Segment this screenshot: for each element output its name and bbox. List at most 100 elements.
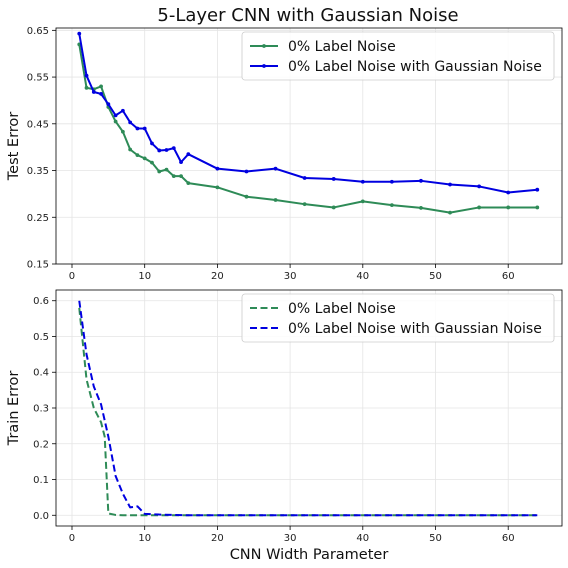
y-axis-label: Train Error — [6, 371, 22, 447]
data-point — [535, 187, 540, 192]
data-point — [91, 90, 96, 94]
data-point — [84, 73, 89, 78]
x-tick-label: 50 — [429, 533, 442, 544]
data-point — [448, 210, 452, 215]
x-tick-label: 40 — [356, 533, 369, 544]
data-point — [150, 141, 154, 146]
data-point — [142, 126, 147, 131]
series-line-gaussian-noise — [78, 33, 538, 194]
chart-title: 5-Layer CNN with Gaussian Noise — [157, 5, 458, 26]
legend-marker — [262, 64, 266, 68]
y-tick-label: 0.45 — [27, 119, 49, 130]
data-point — [99, 91, 103, 96]
plot-frame — [55, 27, 563, 265]
legend-entry: 0% Label Noise with Gaussian Noise — [288, 59, 542, 75]
data-point — [244, 194, 249, 199]
data-point — [302, 176, 307, 180]
data-point — [157, 169, 162, 174]
legend-entry: 0% Label Noise — [288, 301, 396, 317]
train-error-panel: 0 10 20 30 40 50 60 0.0 0.1 0.2 0.3 0.4 0.5 0.6 Train … — [6, 289, 563, 563]
y-tick-label: 0.4 — [33, 368, 49, 379]
data-point — [150, 160, 154, 165]
x-tick-label: 20 — [211, 271, 224, 282]
x-axis-label: CNN Width Parameter — [230, 547, 389, 563]
data-point — [419, 178, 423, 183]
data-point — [135, 126, 140, 131]
data-point — [448, 182, 452, 187]
x-tick-label: 10 — [138, 271, 151, 282]
legend-entry: 0% Label Noise — [288, 39, 396, 55]
data-point — [164, 167, 169, 172]
data-point — [106, 102, 111, 107]
x-tick-label: 0 — [69, 533, 75, 544]
data-point — [331, 177, 336, 181]
data-point — [477, 205, 482, 210]
y-tick-label: 0.25 — [27, 213, 49, 224]
data-point — [120, 108, 125, 113]
x-tick-label: 60 — [502, 271, 515, 282]
x-tick-label: 20 — [211, 533, 224, 544]
data-point — [84, 85, 89, 90]
x-tick-label: 10 — [138, 533, 151, 544]
data-point — [360, 179, 365, 184]
data-point — [179, 174, 183, 179]
data-point — [477, 184, 482, 189]
data-point — [535, 205, 540, 210]
y-axis-label: Test Error — [6, 112, 22, 182]
data-point — [186, 152, 191, 157]
y-tick-label: 0.5 — [33, 332, 49, 343]
x-tick-label: 0 — [69, 271, 75, 282]
data-point — [77, 31, 82, 36]
y-tick-label: 0.0 — [33, 511, 49, 522]
data-point — [171, 174, 176, 179]
x-tick-label: 60 — [502, 533, 515, 544]
series-line-label-noise — [78, 44, 538, 214]
data-point — [215, 185, 220, 190]
y-tick-label: 0.1 — [33, 475, 49, 486]
data-point — [302, 202, 307, 207]
data-point — [171, 146, 176, 151]
data-point — [360, 199, 365, 204]
data-point — [113, 119, 118, 124]
data-point — [331, 205, 336, 210]
y-tick-label: 0.15 — [27, 260, 49, 271]
data-point — [506, 205, 511, 210]
y-tick-label: 0.3 — [33, 404, 49, 415]
data-point — [179, 160, 183, 165]
test-error-panel: 0 10 20 30 40 50 60 0.15 0.25 0.35 0.45 0.55 0.65 Tes… — [6, 26, 563, 282]
y-tick-label: 0.2 — [33, 439, 49, 450]
legend-marker — [262, 44, 266, 48]
data-point — [157, 148, 162, 153]
data-point — [128, 120, 133, 125]
data-point — [244, 169, 249, 174]
x-tick-label: 30 — [284, 271, 297, 282]
series-line-gaussian-noise — [78, 300, 538, 517]
data-point — [273, 198, 278, 202]
y-tick-label: 0.6 — [33, 296, 49, 307]
y-tick-label: 0.65 — [27, 26, 49, 37]
data-point — [142, 156, 147, 161]
data-point — [120, 129, 125, 134]
legend-box — [241, 293, 555, 343]
x-tick-label: 30 — [284, 533, 297, 544]
data-point — [506, 190, 511, 195]
data-point — [186, 181, 191, 186]
legend-entry: 0% Label Noise with Gaussian Noise — [288, 321, 542, 337]
y-tick-label: 0.35 — [27, 166, 49, 177]
legend-box — [241, 31, 555, 81]
data-point — [113, 113, 118, 118]
data-point — [135, 153, 140, 158]
data-point — [99, 84, 103, 89]
data-point — [273, 166, 278, 171]
data-point — [128, 147, 133, 152]
data-point — [419, 206, 423, 210]
data-point — [215, 166, 220, 171]
y-tick-label: 0.55 — [27, 73, 49, 84]
x-tick-label: 50 — [429, 271, 442, 282]
x-tick-label: 40 — [356, 271, 369, 282]
data-point — [389, 203, 394, 208]
data-point — [164, 148, 169, 152]
data-point — [389, 179, 394, 184]
